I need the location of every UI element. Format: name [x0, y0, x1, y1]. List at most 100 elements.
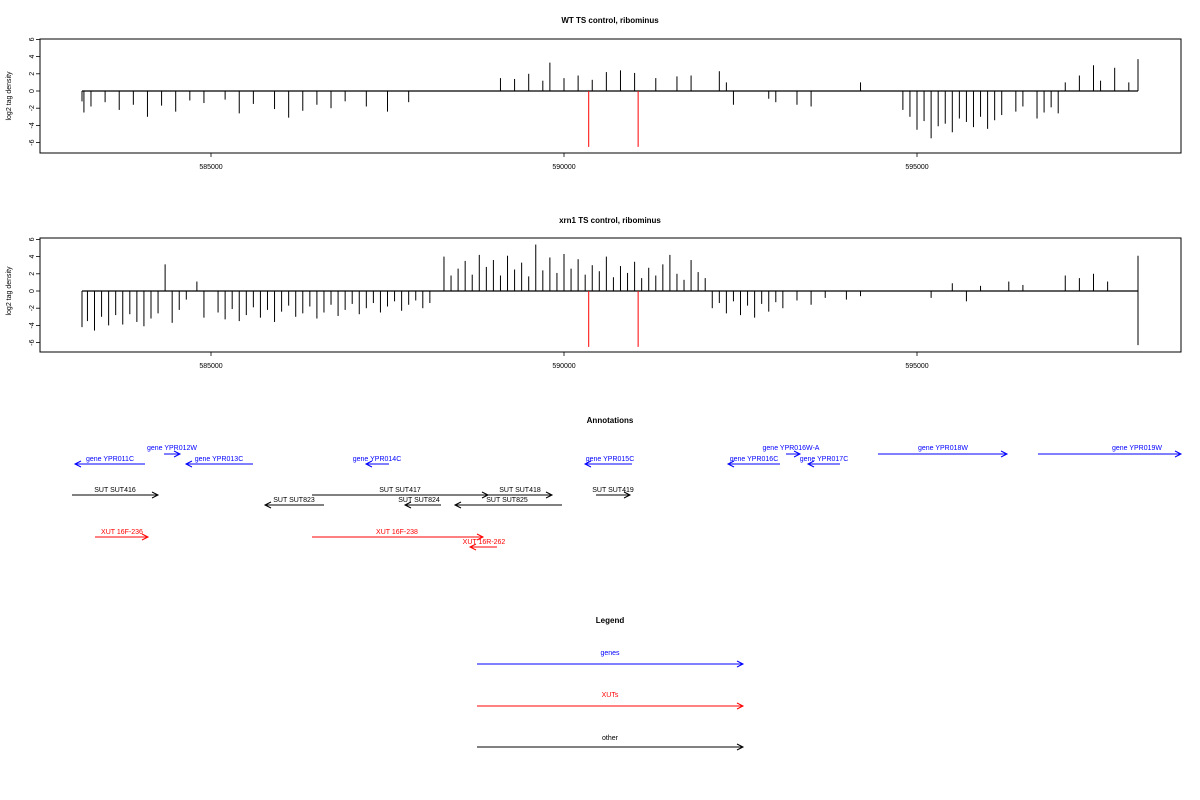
legend: Legend genes XUTs other — [477, 616, 745, 751]
arrowhead-right-icon — [476, 533, 485, 541]
annotation-feature: gene YPR016W-A — [763, 445, 820, 458]
feature-label: gene YPR017C — [800, 456, 849, 463]
panel-title: WT TS control, ribominus — [561, 16, 659, 25]
panel-title: xrn1 TS control, ribominus — [559, 216, 661, 225]
arrowhead-right-icon — [545, 491, 554, 499]
x-tick-label: 595000 — [905, 164, 928, 171]
arrowhead-left-icon — [184, 460, 193, 468]
arrowhead-right-icon — [1000, 450, 1009, 458]
y-tick-label: -4 — [29, 122, 36, 128]
x-axis: 585000 590000 595000 — [199, 352, 929, 370]
arrowhead-left-icon — [364, 460, 373, 468]
track-panel-xrn1: xrn1 TS control, ribominus log2 tag dens… — [6, 216, 1182, 370]
feature-label: gene YPR019W — [1112, 445, 1162, 452]
y-tick-label: 2 — [29, 72, 36, 76]
x-tick-label: 590000 — [552, 164, 575, 171]
legend-entry: genes — [477, 650, 745, 668]
annotation-feature: gene YPR017C — [800, 456, 849, 468]
annotation-feature: gene YPR013C — [184, 456, 253, 468]
annotation-feature: gene YPR011C — [73, 456, 145, 468]
y-tick-label: 0 — [29, 89, 36, 93]
legend-entry: XUTs — [477, 692, 745, 710]
arrowhead-left-icon — [583, 460, 592, 468]
annotation-feature: gene YPR015C — [583, 456, 635, 468]
feature-label: gene YPR011C — [86, 456, 134, 463]
y-axis-label: log2 tag density — [6, 71, 13, 121]
arrowhead-right-icon — [736, 660, 745, 668]
annotation-feature: gene YPR014C — [353, 456, 401, 468]
legend-label: XUTs — [602, 692, 619, 699]
annotations-title: Annotations — [587, 416, 634, 425]
y-tick-label: -2 — [29, 305, 36, 311]
arrowhead-right-icon — [1174, 450, 1183, 458]
y-tick-label: 4 — [29, 55, 36, 59]
annotation-feature: SUT SUT825 — [453, 497, 562, 509]
arrowhead-right-icon — [173, 450, 182, 458]
y-tick-label: 6 — [29, 37, 36, 41]
feature-label: SUT SUT417 — [379, 487, 421, 494]
arrowhead-left-icon — [726, 460, 735, 468]
feature-label: gene YPR015C — [586, 456, 635, 463]
annotation-feature: gene YPR018W — [878, 445, 1009, 458]
y-tick-label: 0 — [29, 289, 36, 293]
annotation-feature: XUT 16F-236 — [95, 529, 150, 541]
track-panel-wt: WT TS control, ribominus log2 tag densit… — [6, 16, 1182, 171]
annotation-feature: gene YPR016C — [726, 456, 780, 468]
feature-label: gene YPR016W-A — [763, 445, 820, 452]
feature-label: XUT 16R-262 — [463, 539, 506, 546]
annotation-items: gene YPR011C gene YPR012W gene YPR013C gene… — [72, 445, 1183, 551]
plot-frame — [39, 38, 1182, 154]
arrowhead-left-icon — [263, 501, 272, 509]
arrowhead-right-icon — [736, 743, 745, 751]
plot-frame — [39, 237, 1182, 353]
feature-label: gene YPR016C — [730, 456, 779, 463]
bars — [81, 244, 1139, 347]
annotation-feature: gene YPR012W — [147, 445, 197, 458]
legend-entry: other — [477, 735, 745, 751]
arrowhead-right-icon — [736, 702, 745, 710]
y-tick-label: -2 — [29, 105, 36, 111]
annotation-feature: SUT SUT823 — [263, 497, 324, 509]
arrowhead-left-icon — [73, 460, 82, 468]
annotation-feature: SUT SUT419 — [592, 487, 634, 499]
bars — [81, 59, 1139, 147]
annotation-feature: SUT SUT824 — [398, 497, 441, 509]
feature-label: SUT SUT825 — [486, 497, 528, 504]
legend-title: Legend — [596, 616, 625, 625]
x-tick-label: 595000 — [905, 363, 928, 370]
arrowhead-left-icon — [468, 543, 477, 551]
annotation-feature: SUT SUT416 — [72, 487, 160, 499]
arrowhead-right-icon — [141, 533, 150, 541]
y-axis: -6 -4 -2 0 2 4 6 — [29, 237, 40, 346]
annotation-feature: XUT 16R-262 — [463, 539, 506, 551]
y-tick-label: 4 — [29, 255, 36, 259]
annotation-feature: SUT SUT418 — [488, 487, 554, 499]
feature-label: SUT SUT824 — [398, 497, 440, 504]
legend-items: genes XUTs other — [477, 650, 745, 751]
arrowhead-left-icon — [453, 501, 462, 509]
feature-label: gene YPR013C — [195, 456, 244, 463]
arrowhead-left-icon — [403, 501, 412, 509]
feature-label: SUT SUT416 — [94, 487, 136, 494]
arrowhead-right-icon — [793, 450, 802, 458]
annotation-feature: XUT 16F-238 — [312, 529, 485, 541]
x-tick-label: 585000 — [199, 363, 222, 370]
feature-label: SUT SUT823 — [273, 497, 315, 504]
feature-label: XUT 16F-238 — [376, 529, 418, 536]
y-tick-label: 6 — [29, 237, 36, 241]
y-tick-label: -4 — [29, 322, 36, 328]
y-tick-label: 2 — [29, 272, 36, 276]
annotation-feature: gene YPR019W — [1038, 445, 1183, 458]
y-axis: -6 -4 -2 0 2 4 6 — [29, 37, 40, 146]
arrowhead-right-icon — [151, 491, 160, 499]
feature-label: gene YPR012W — [147, 445, 197, 452]
legend-label: genes — [600, 650, 620, 657]
y-axis-label: log2 tag density — [6, 266, 13, 316]
y-tick-label: -6 — [29, 139, 36, 145]
feature-label: gene YPR018W — [918, 445, 968, 452]
x-tick-label: 590000 — [552, 363, 575, 370]
legend-label: other — [602, 735, 619, 742]
y-tick-label: -6 — [29, 339, 36, 345]
